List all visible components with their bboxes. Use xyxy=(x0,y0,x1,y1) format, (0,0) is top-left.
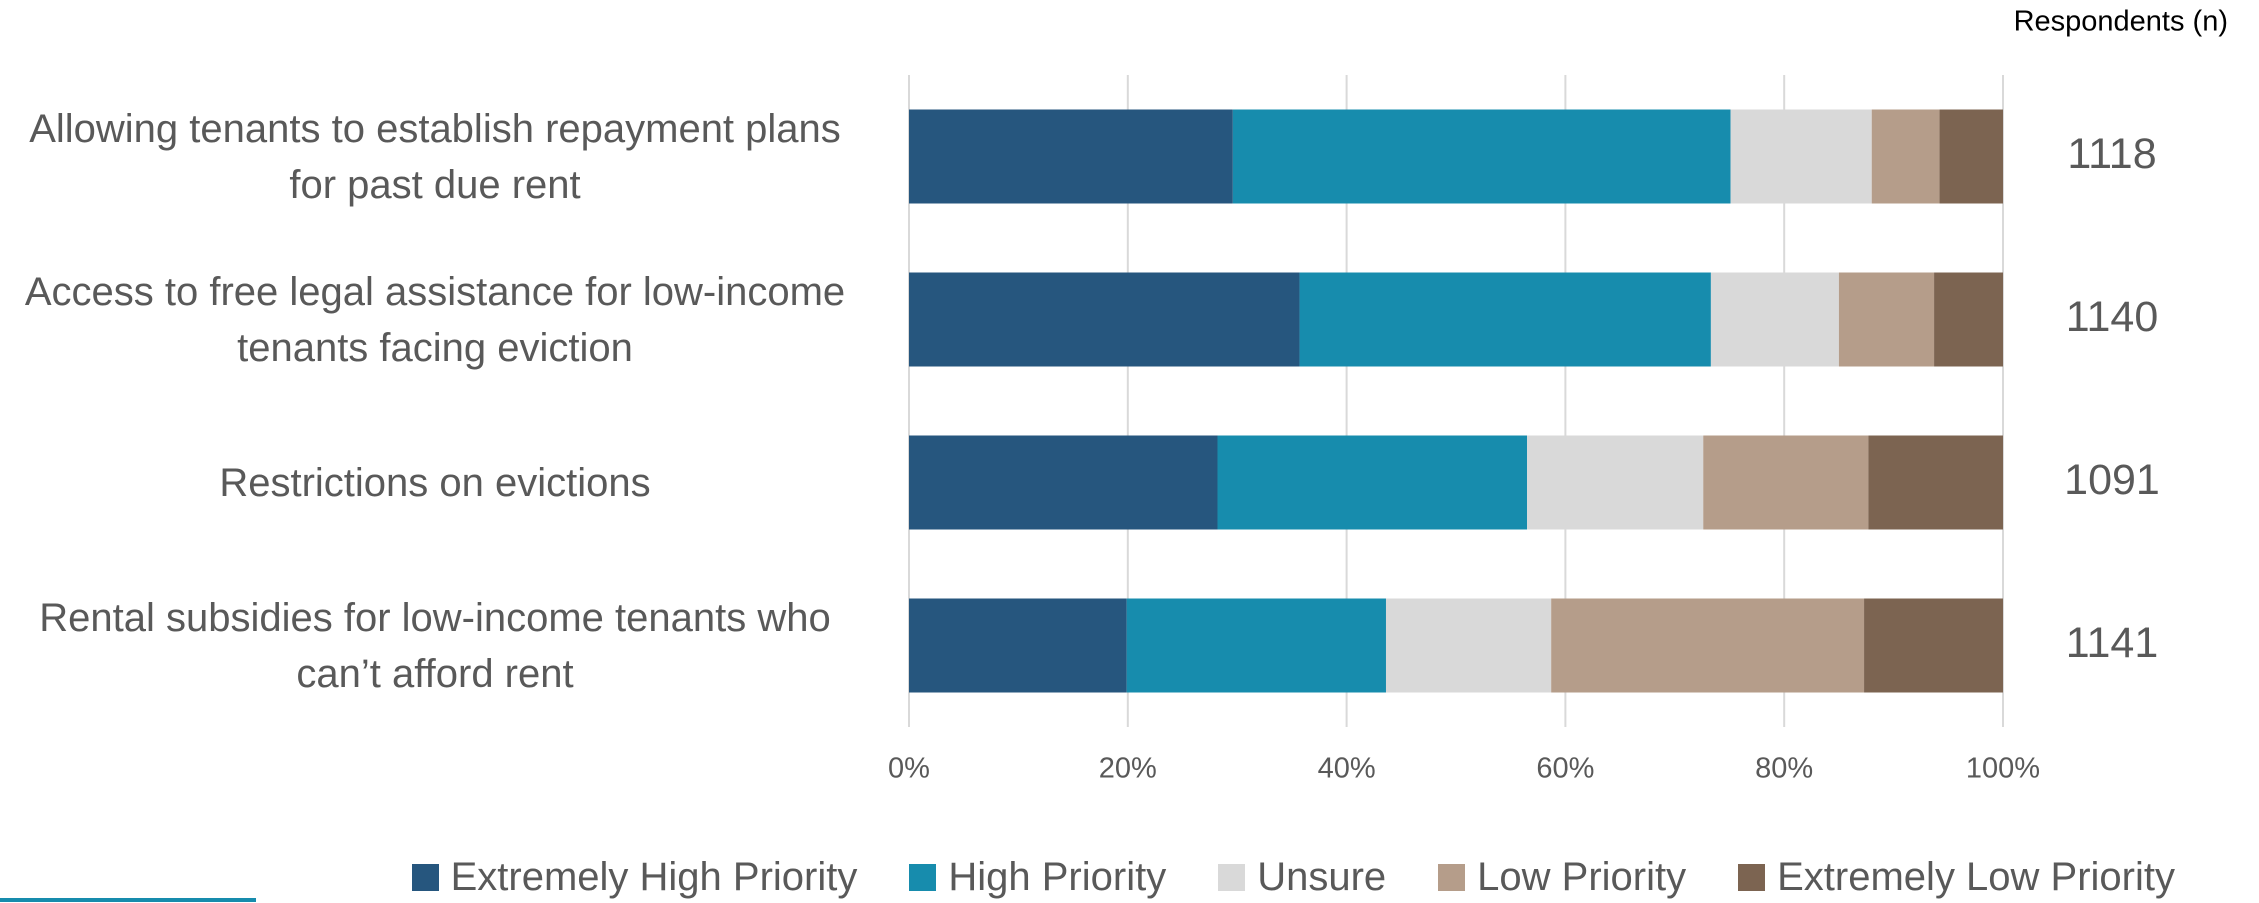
bar-segment xyxy=(1232,109,1731,204)
legend-label: Extremely High Priority xyxy=(450,855,858,899)
legend-swatch xyxy=(1438,864,1466,891)
bar-segment xyxy=(909,435,1218,530)
x-tick-label: 100% xyxy=(1966,753,2040,785)
legend-item: Unsure xyxy=(1218,855,1386,900)
category-label: Rental subsidies for low-income tenants … xyxy=(39,595,831,696)
legend-label: Extremely Low Priority xyxy=(1777,855,2175,899)
legend-swatch xyxy=(1738,864,1766,891)
bar-segment xyxy=(1934,272,2003,367)
x-tick-label: 0% xyxy=(888,753,930,785)
legend-label: Low Priority xyxy=(1477,855,1687,899)
respondents-value: 1091 xyxy=(2064,456,2160,504)
legend-swatch xyxy=(1218,864,1246,891)
bar-segment xyxy=(1126,598,1386,693)
bar-segment xyxy=(909,109,1233,204)
legend-item: Extremely High Priority xyxy=(411,855,858,900)
x-tick-label: 80% xyxy=(1755,753,1813,785)
x-tick-label: 60% xyxy=(1536,753,1594,785)
legend-label: High Priority xyxy=(948,855,1167,899)
bar-segment xyxy=(909,272,1300,367)
bar-segment xyxy=(1299,272,1711,367)
legend-item: Low Priority xyxy=(1438,855,1686,900)
bar-segment xyxy=(1217,435,1528,530)
bar-segment xyxy=(1730,109,1872,204)
legend-item: Extremely Low Priority xyxy=(1738,855,2175,900)
bar-segment xyxy=(1527,435,1704,530)
respondents-header: Respondents (n) xyxy=(2014,6,2228,38)
bar-segment xyxy=(1710,272,1839,367)
respondents-value: 1141 xyxy=(2066,619,2158,667)
legend-swatch xyxy=(411,864,439,891)
x-tick-label: 40% xyxy=(1318,753,1376,785)
bar-segment xyxy=(1871,109,1940,204)
bar-segment xyxy=(1703,435,1869,530)
bar-segment xyxy=(1838,272,1935,367)
category-label: Restrictions on evictions xyxy=(219,460,651,505)
legend-item: High Priority xyxy=(909,855,1166,900)
bar-segment xyxy=(909,598,1127,693)
legend-label: Unsure xyxy=(1257,855,1387,899)
legend: Extremely High Priority High Priority Unsu… xyxy=(411,855,2175,900)
bar-segment xyxy=(1939,109,2003,204)
category-label: Allowing tenants to establish repayment … xyxy=(29,106,841,207)
x-tick-label: 20% xyxy=(1099,753,1157,785)
respondents-value: 1140 xyxy=(2066,293,2158,341)
bar-segment xyxy=(1868,435,2003,530)
bar-segment xyxy=(1864,598,2003,693)
legend-swatch xyxy=(909,864,937,891)
bar-segment xyxy=(1385,598,1552,693)
respondents-value: 1118 xyxy=(2067,130,2156,178)
category-label: Access to free legal assistance for low-… xyxy=(24,269,846,370)
bar-segment xyxy=(1551,598,1865,693)
